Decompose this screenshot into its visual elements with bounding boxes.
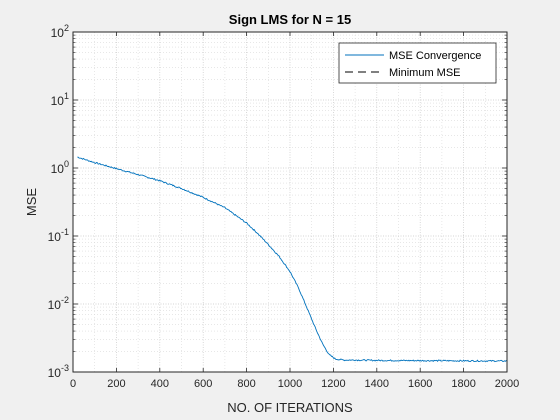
y-tick-label: 10-2 xyxy=(48,295,69,312)
x-tick-label: 0 xyxy=(70,378,76,390)
x-tick-label: 1200 xyxy=(321,378,345,390)
x-tick-label: 600 xyxy=(194,378,212,390)
x-tick-label: 1400 xyxy=(365,378,389,390)
chart-title: Sign LMS for N = 15 xyxy=(229,12,351,27)
x-tick-label: 800 xyxy=(237,378,255,390)
y-tick-label: 100 xyxy=(51,159,69,176)
legend-label-mse-convergence: MSE Convergence xyxy=(389,50,481,62)
y-tick-label: 10-3 xyxy=(48,363,69,380)
y-axis-label: MSE xyxy=(24,188,39,217)
tick-marks xyxy=(72,31,508,373)
x-tick-label: 1000 xyxy=(278,378,302,390)
y-tick-label: 101 xyxy=(51,91,69,108)
major-grid xyxy=(73,32,507,372)
x-tick-label: 1800 xyxy=(451,378,475,390)
series-line-mse-convergence xyxy=(77,156,508,363)
y-tick-label: 102 xyxy=(51,23,69,40)
legend: MSE Convergence Minimum MSE xyxy=(338,42,497,84)
y-tick-label: 10-1 xyxy=(48,227,69,244)
x-tick-label: 400 xyxy=(151,378,169,390)
x-tick-labels: 0 200 400 600 800 1000 1200 1400 1600 1800 2000 xyxy=(70,378,519,390)
x-axis-label: NO. OF ITERATIONS xyxy=(227,400,353,415)
legend-label-minimum-mse: Minimum MSE xyxy=(389,67,461,79)
x-tick-label: 200 xyxy=(107,378,125,390)
y-tick-labels: 10-3 10-2 10-1 100 101 102 xyxy=(48,23,69,380)
legend-box xyxy=(338,42,497,84)
x-tick-label: 1600 xyxy=(408,378,432,390)
x-tick-label: 2000 xyxy=(495,378,519,390)
